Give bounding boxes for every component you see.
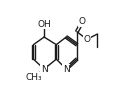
Text: O: O (83, 35, 90, 44)
Text: CH₃: CH₃ (25, 73, 42, 82)
Text: O: O (79, 17, 86, 26)
Text: N: N (41, 65, 47, 74)
Text: N: N (63, 65, 70, 74)
Text: OH: OH (37, 20, 51, 29)
